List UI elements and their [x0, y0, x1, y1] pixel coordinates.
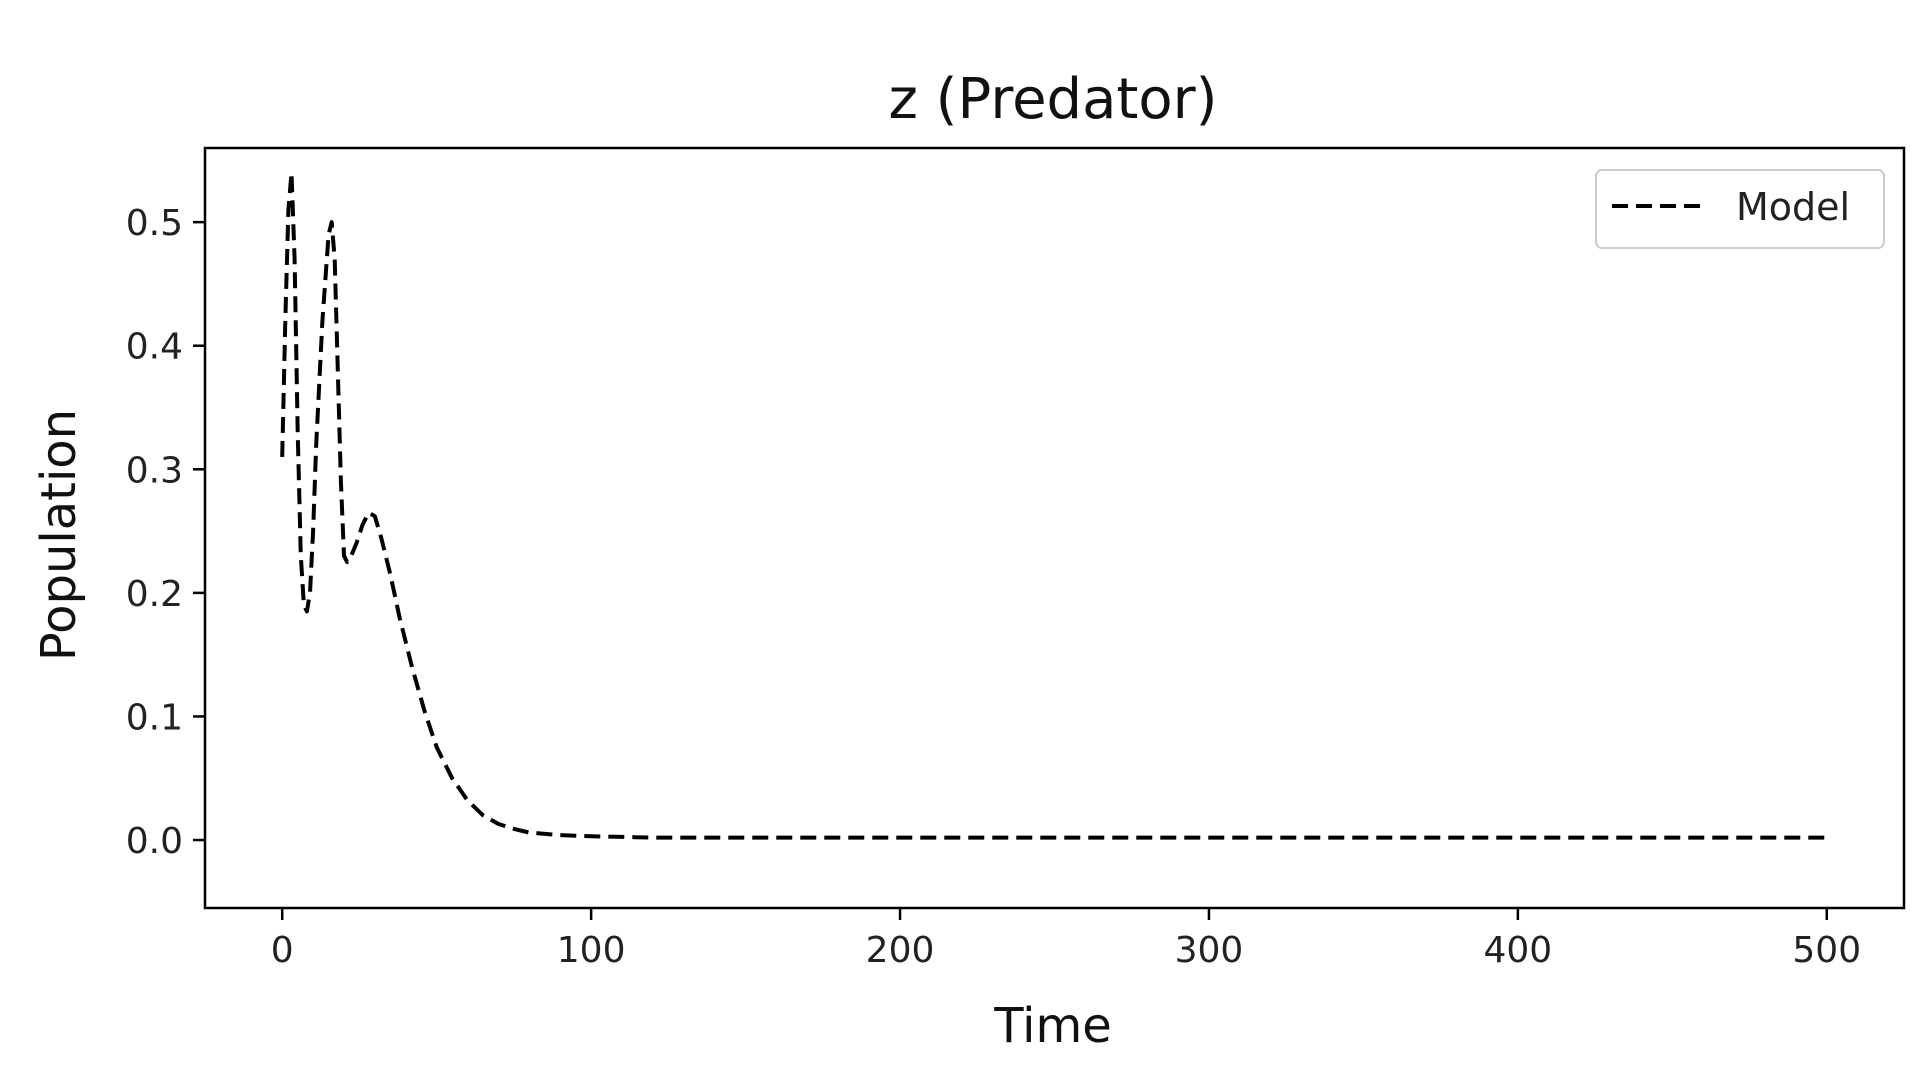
x-tick-label: 500: [1792, 930, 1861, 971]
y-tick-label: 0.0: [126, 821, 183, 862]
x-tick-label: 100: [557, 930, 626, 971]
series-layer: [280, 170, 1827, 840]
x-axis: 0 100 200 300 400 500: [271, 908, 1861, 971]
y-tick-label: 0.5: [126, 203, 183, 244]
legend: Model: [1595, 169, 1885, 249]
series-line-model: [280, 170, 1827, 840]
y-tick-label: 0.2: [126, 574, 183, 615]
plot-frame: [203, 146, 1906, 910]
y-tick-label: 0.1: [126, 697, 183, 738]
x-tick-label: 400: [1484, 930, 1553, 971]
chart-title: z (Predator): [888, 67, 1217, 132]
legend-label-model: Model: [1736, 185, 1850, 229]
x-tick-label: 300: [1175, 930, 1244, 971]
legend-box: [1595, 169, 1885, 249]
y-axis: 0.0 0.1 0.2 0.3 0.4 0.5: [126, 203, 205, 862]
x-axis-label: Time: [993, 998, 1111, 1054]
y-tick-label: 0.4: [126, 327, 183, 368]
y-axis-label: Population: [31, 409, 87, 661]
x-tick-label: 200: [866, 930, 935, 971]
y-tick-label: 0.3: [126, 450, 183, 491]
plot-area-border: [203, 146, 1906, 910]
x-tick-label: 0: [271, 930, 294, 971]
